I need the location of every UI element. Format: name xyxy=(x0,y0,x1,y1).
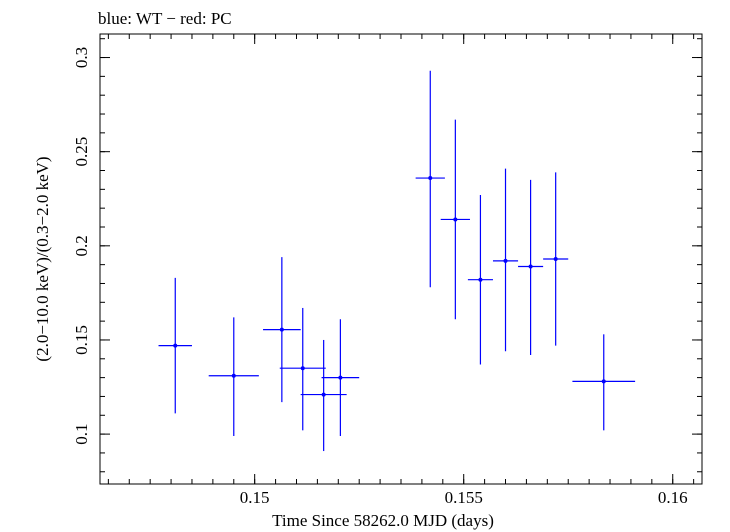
chart-title: blue: WT − red: PC xyxy=(98,9,232,28)
x-tick-label: 0.155 xyxy=(445,488,483,507)
data-point xyxy=(208,317,259,436)
data-marker xyxy=(553,257,558,261)
data-point xyxy=(440,119,470,320)
x-tick-label: 0.15 xyxy=(240,488,270,507)
data-point xyxy=(263,257,301,403)
data-point xyxy=(300,339,347,452)
data-point xyxy=(467,194,493,365)
x-tick-labels: 0.15 0.155 0.16 xyxy=(240,488,688,507)
data-marker xyxy=(478,277,483,282)
data-point xyxy=(158,277,192,414)
x-axis-label: Time Since 58262.0 MJD (days) xyxy=(272,511,494,530)
y-tick-label: 0.15 xyxy=(72,325,91,355)
minor-ticks xyxy=(100,34,702,484)
data-marker xyxy=(528,264,533,269)
data-marker xyxy=(300,366,305,371)
data-marker xyxy=(503,258,508,263)
data-point xyxy=(279,307,326,431)
data-point xyxy=(518,179,544,356)
data-point xyxy=(321,319,360,436)
data-marker xyxy=(453,217,458,222)
y-tick-label: 0.3 xyxy=(72,47,91,68)
data-marker xyxy=(173,343,178,348)
data-marker xyxy=(338,375,343,380)
data-point xyxy=(415,70,445,288)
data-point xyxy=(492,168,519,352)
data-point xyxy=(572,334,636,431)
y-tick-labels: 0.1 0.15 0.2 0.25 0.3 xyxy=(72,47,91,445)
y-tick-label: 0.25 xyxy=(72,137,91,167)
data-marker xyxy=(321,392,326,397)
data-marker xyxy=(231,373,236,378)
y-axis-label: (2.0−10.0 keV)/(0.3−2.0 keV) xyxy=(33,156,52,361)
y-tick-label: 0.1 xyxy=(72,423,91,444)
data-points xyxy=(158,70,636,452)
data-marker xyxy=(428,176,433,181)
data-marker xyxy=(279,327,284,332)
x-tick-label: 0.16 xyxy=(658,488,688,507)
data-point xyxy=(543,172,569,346)
plot-frame xyxy=(99,33,703,485)
data-marker xyxy=(601,379,606,384)
major-ticks xyxy=(100,34,702,484)
y-tick-label: 0.2 xyxy=(72,235,91,256)
